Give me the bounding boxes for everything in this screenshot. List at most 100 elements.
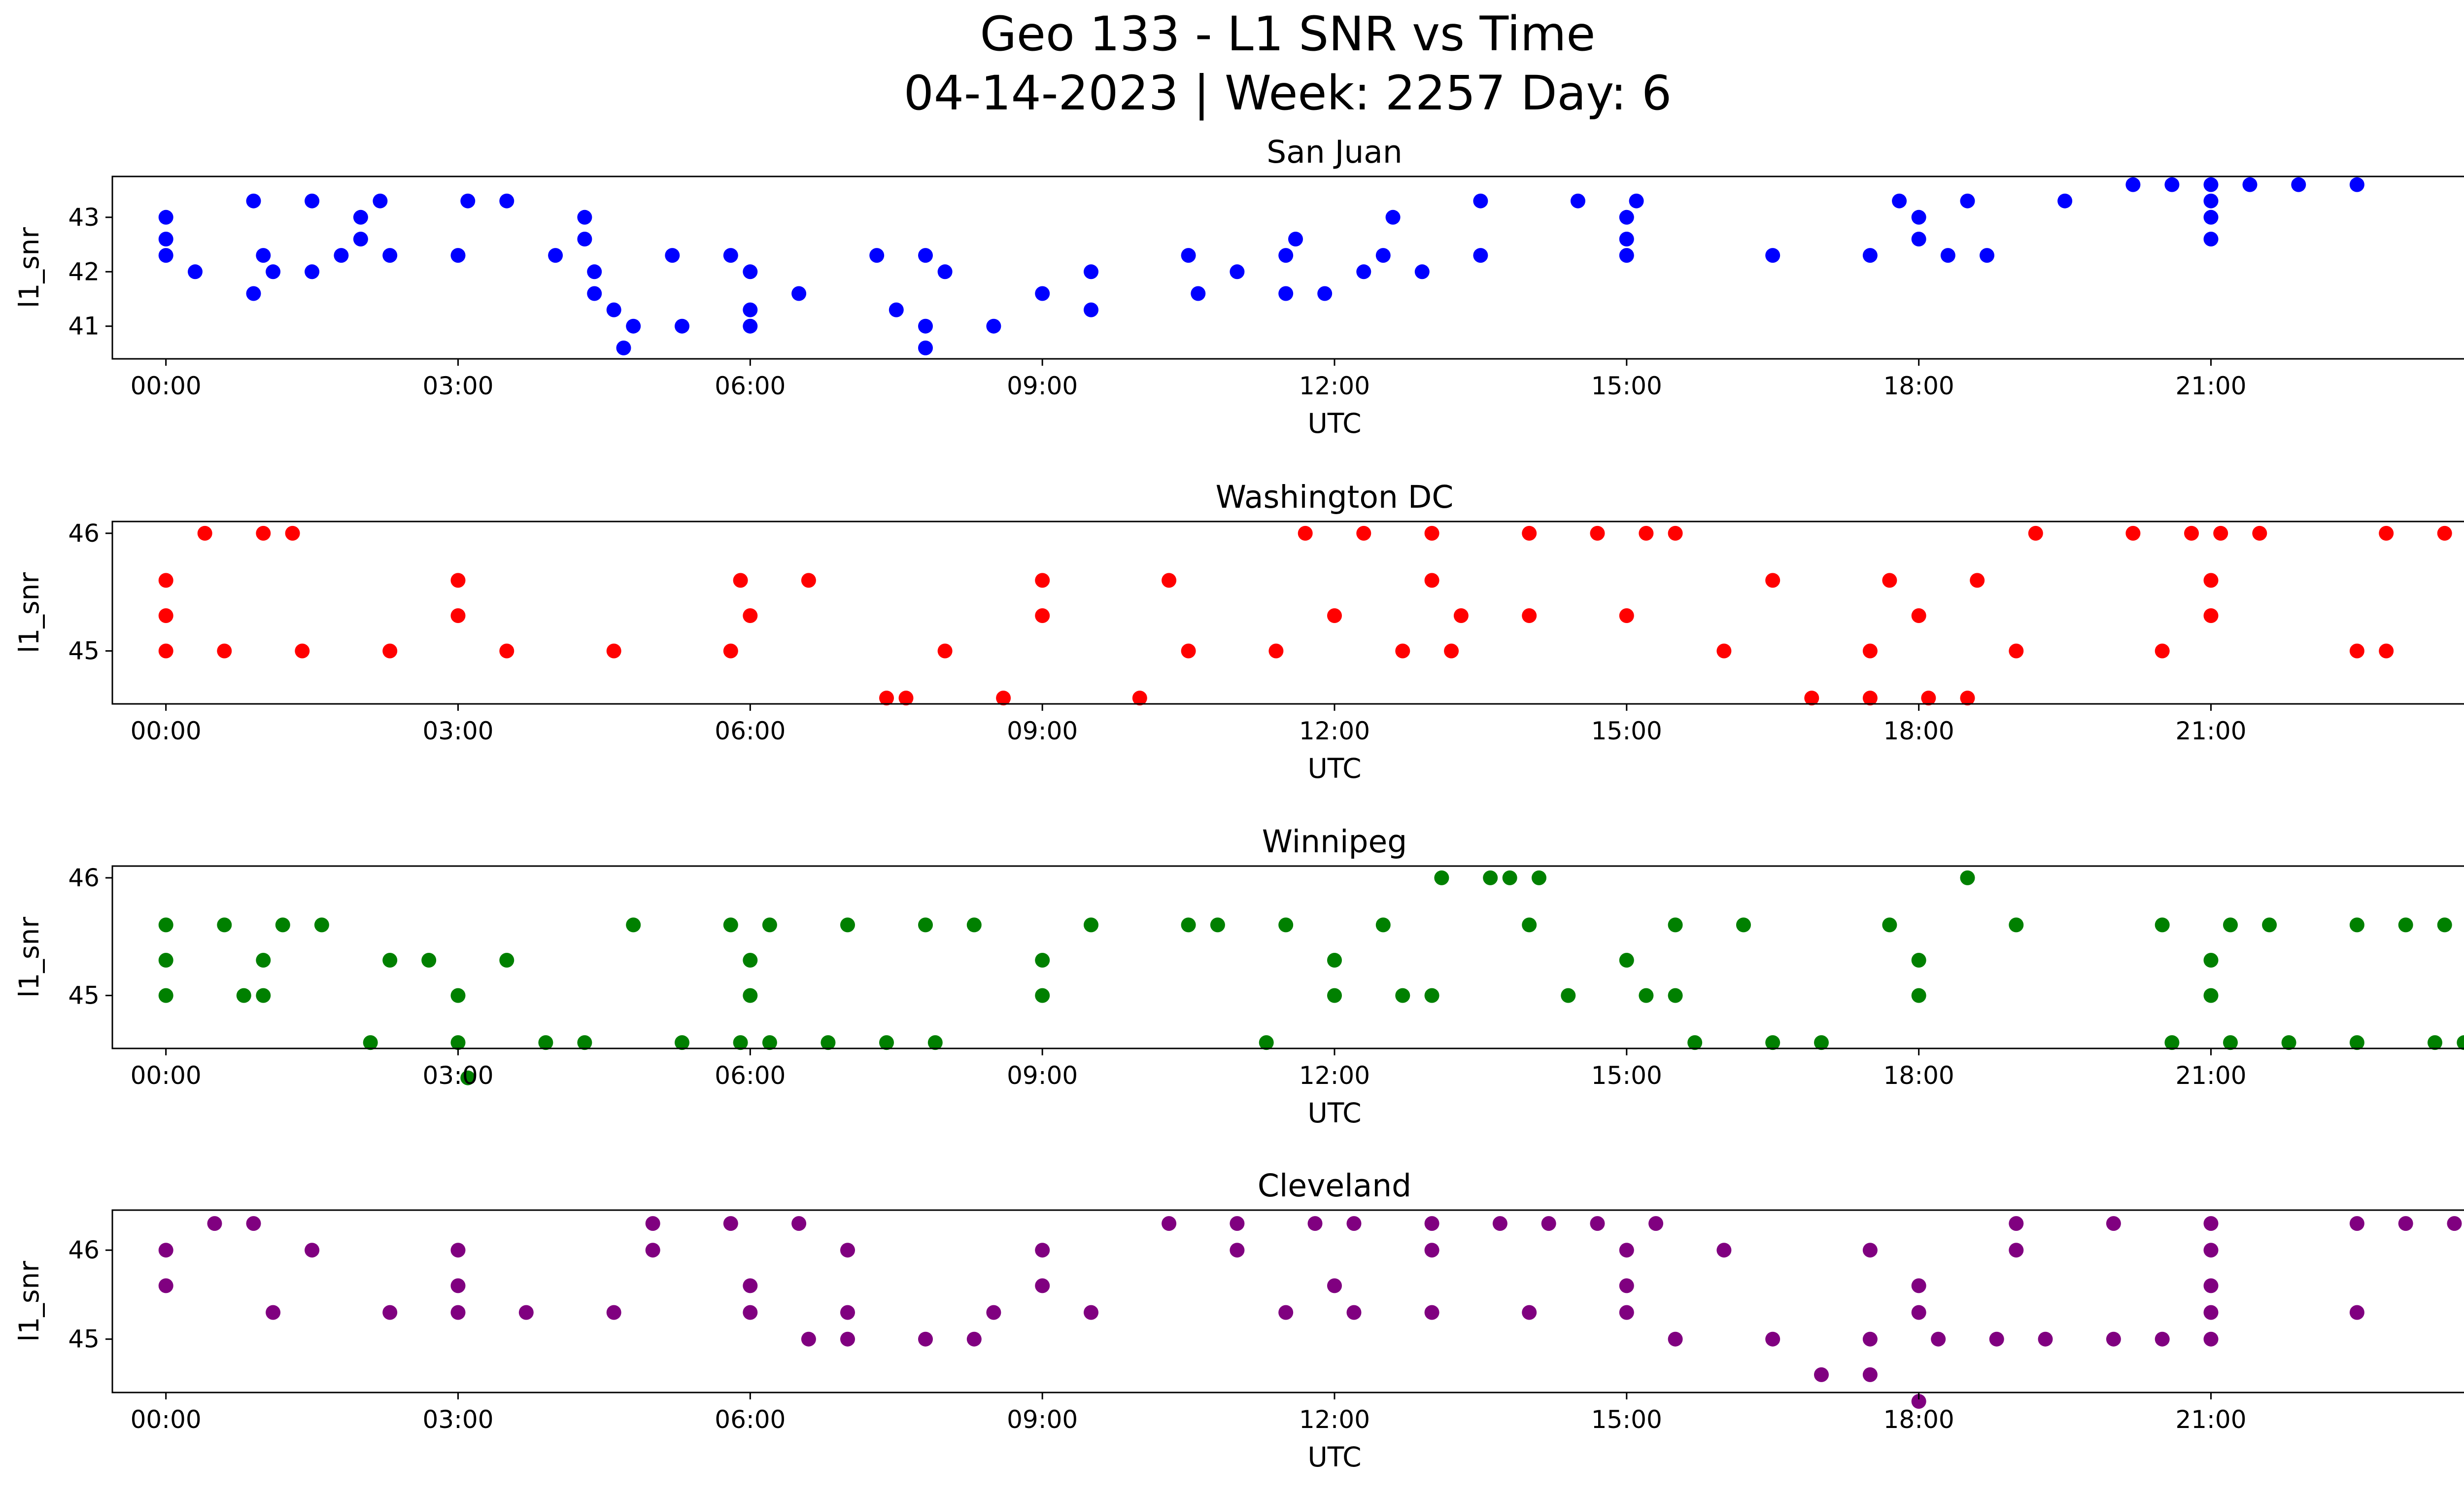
data-point xyxy=(1327,608,1342,623)
data-point xyxy=(1288,232,1303,246)
data-point xyxy=(1648,1216,1664,1231)
y-axis-label: l1_snr xyxy=(13,917,45,998)
data-point xyxy=(1453,608,1469,623)
data-point xyxy=(2242,177,2258,192)
data-point xyxy=(616,340,631,355)
data-point xyxy=(158,573,173,588)
x-tick-label: 03:00 xyxy=(422,1061,493,1090)
data-point xyxy=(1181,248,1196,263)
data-point xyxy=(256,953,271,968)
data-point xyxy=(275,917,290,933)
data-point xyxy=(1414,264,1430,279)
data-point xyxy=(1716,1243,1732,1258)
subplot-2: Winnipeg 00:00 03:00 06:00 09:00 12:00 15:00 18… xyxy=(13,824,2464,1129)
data-point xyxy=(918,248,933,263)
data-point xyxy=(1765,1331,1780,1347)
data-point xyxy=(2379,525,2394,541)
data-point xyxy=(606,643,621,659)
data-point xyxy=(743,302,758,317)
data-point xyxy=(1375,917,1391,933)
y-axis-label: l1_snr xyxy=(13,1261,45,1342)
x-tick-label: 00:00 xyxy=(131,717,202,745)
data-point xyxy=(2203,209,2219,225)
data-point xyxy=(1862,1367,1878,1382)
data-point xyxy=(1356,264,1371,279)
data-point xyxy=(1522,608,1537,623)
data-point xyxy=(217,917,232,933)
data-point xyxy=(743,264,758,279)
data-point xyxy=(1230,1243,1245,1258)
data-point xyxy=(1619,209,1634,225)
data-point xyxy=(966,1331,982,1347)
data-point xyxy=(966,917,982,933)
data-point xyxy=(1483,870,1498,885)
data-point xyxy=(2203,988,2219,1003)
data-point xyxy=(450,1243,466,1258)
data-point xyxy=(2349,1216,2364,1231)
data-point xyxy=(382,1305,398,1320)
data-point xyxy=(879,1035,894,1050)
x-tick-label: 21:00 xyxy=(2175,1061,2246,1090)
data-point xyxy=(1687,1035,1703,1050)
data-point xyxy=(723,1216,738,1231)
data-point xyxy=(1473,248,1488,263)
data-point xyxy=(918,318,933,334)
data-point xyxy=(2457,1035,2464,1050)
data-point xyxy=(1619,232,1634,246)
x-tick-label: 15:00 xyxy=(1591,372,1662,400)
data-point xyxy=(1278,248,1294,263)
data-point xyxy=(1911,608,1926,623)
data-point xyxy=(158,209,173,225)
x-tick-label: 12:00 xyxy=(1299,372,1370,400)
x-axis-label: UTC xyxy=(1307,1441,1361,1473)
data-point xyxy=(1035,608,1050,623)
data-point xyxy=(1522,1305,1537,1320)
data-point xyxy=(1736,917,1751,933)
data-point xyxy=(382,953,398,968)
data-point xyxy=(1327,988,1342,1003)
subplots-group: San Juan 00:00 03:00 06:00 09:00 12:00 15:00 18… xyxy=(13,134,2464,1473)
data-point xyxy=(2223,1035,2238,1050)
y-axis-label: l1_snr xyxy=(13,572,45,653)
data-point xyxy=(1980,248,1994,263)
data-point xyxy=(1522,525,1537,541)
data-point xyxy=(918,917,933,933)
data-point xyxy=(2349,1035,2364,1050)
data-point xyxy=(460,1070,476,1085)
data-point xyxy=(1298,525,1313,541)
data-point xyxy=(2164,177,2180,192)
data-point xyxy=(733,573,748,588)
data-point xyxy=(1346,1216,1362,1231)
data-point xyxy=(295,643,310,659)
x-tick-label: 00:00 xyxy=(131,1405,202,1434)
data-point xyxy=(256,248,271,263)
data-point xyxy=(305,1243,320,1258)
data-point xyxy=(1619,1243,1634,1258)
data-point xyxy=(1278,1305,1294,1320)
data-point xyxy=(1911,953,1926,968)
data-point xyxy=(2262,917,2277,933)
data-point xyxy=(246,286,261,301)
data-point xyxy=(1668,917,1683,933)
data-point xyxy=(1492,1216,1507,1231)
data-point xyxy=(1765,573,1780,588)
data-point xyxy=(801,573,816,588)
subplot-0: San Juan 00:00 03:00 06:00 09:00 12:00 15:00 18… xyxy=(13,134,2464,439)
data-point xyxy=(1424,1243,1439,1258)
data-point xyxy=(743,988,758,1003)
data-point xyxy=(2203,177,2219,192)
data-point xyxy=(1921,691,1936,706)
data-point xyxy=(2203,1278,2219,1293)
data-point xyxy=(1268,643,1284,659)
data-point xyxy=(2437,917,2452,933)
data-point xyxy=(197,525,212,541)
data-point xyxy=(1346,1305,1362,1320)
x-tick-label: 09:00 xyxy=(1007,372,1078,400)
data-point xyxy=(2349,1305,2364,1320)
data-point xyxy=(1522,917,1537,933)
data-point xyxy=(2437,525,2452,541)
data-point xyxy=(314,917,329,933)
data-point xyxy=(1960,870,1975,885)
x-tick-label: 06:00 xyxy=(715,1405,786,1434)
data-point xyxy=(577,1035,592,1050)
